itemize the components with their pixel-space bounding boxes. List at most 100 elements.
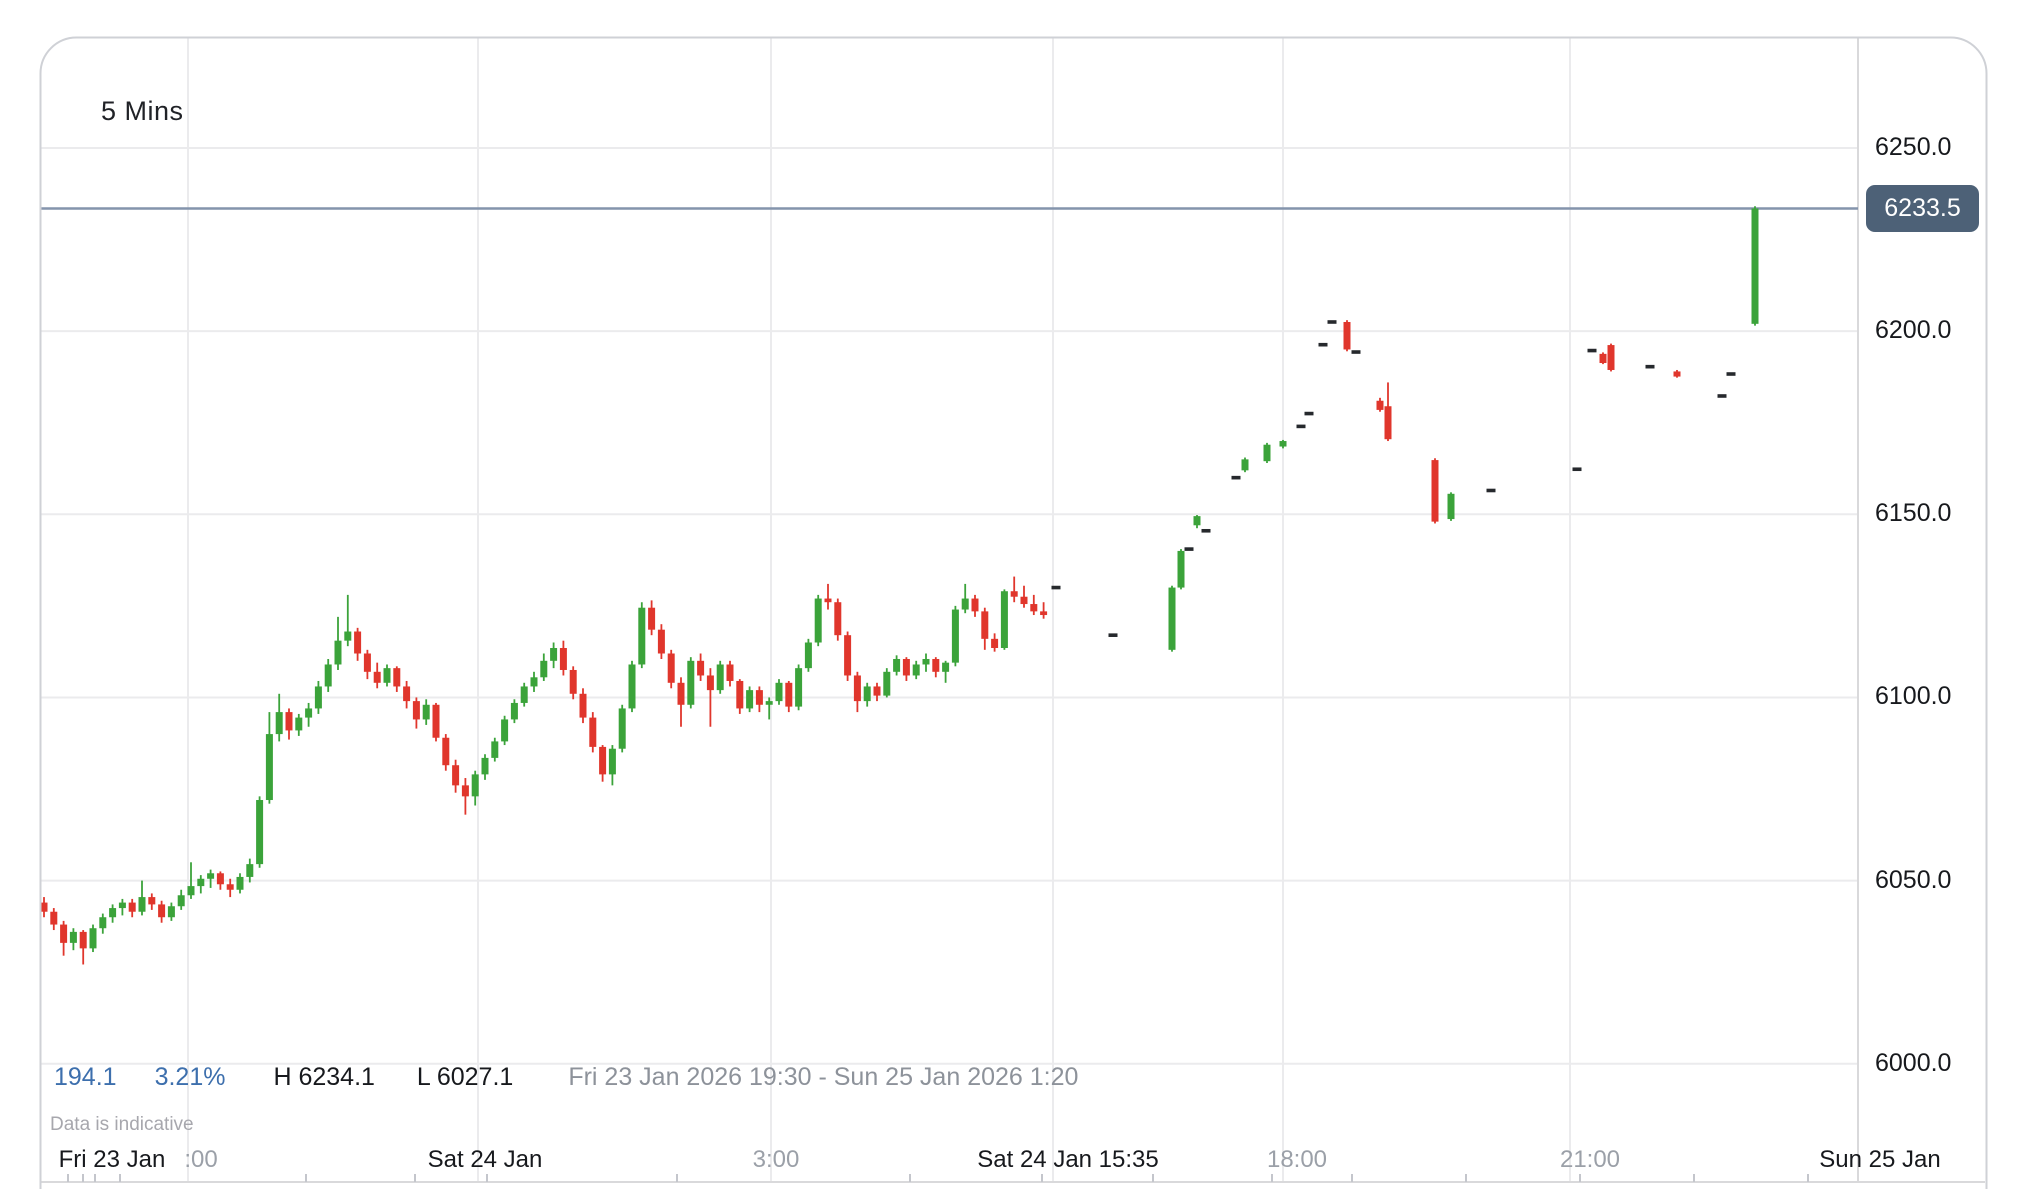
price-axis-label: 6200.0 <box>1875 316 1952 345</box>
candle-body <box>667 653 675 683</box>
candle-body <box>706 675 714 691</box>
candle-body <box>814 598 822 643</box>
candle-body <box>510 702 518 720</box>
time-axis-label: Sun 25 Jan <box>1819 1146 1941 1173</box>
indicative-data-note: Data is indicative <box>50 1114 194 1135</box>
candle-body <box>755 690 763 705</box>
candle-body <box>677 682 685 705</box>
candle-body <box>559 647 567 670</box>
candle-body <box>628 664 636 709</box>
price-axis-label: 6250.0 <box>1875 133 1952 161</box>
indicative-dash <box>1184 547 1194 551</box>
candle-body <box>804 642 812 669</box>
candle-body <box>481 757 489 775</box>
candle-body <box>589 717 597 747</box>
candle-body <box>167 906 175 918</box>
candle-body <box>550 647 558 661</box>
indicative-dash <box>1726 372 1736 376</box>
candle-body <box>432 704 440 738</box>
candle-body <box>452 765 460 786</box>
candle-body <box>491 741 499 758</box>
candle-body <box>1751 208 1759 324</box>
candle-body <box>403 686 411 702</box>
session-high: H 6234.1 <box>273 1062 375 1091</box>
candle-body <box>942 662 950 672</box>
candle-body <box>69 931 77 943</box>
candle-body <box>158 904 166 918</box>
price-axis-label: 6150.0 <box>1875 499 1952 528</box>
candle-body <box>853 675 861 702</box>
time-axis-label: 3:00 <box>752 1146 800 1173</box>
candle-body <box>216 873 224 885</box>
candle-body <box>1384 406 1392 440</box>
candle-body <box>991 638 999 648</box>
time-axis-label: Sat 24 Jan 15:35 <box>977 1146 1159 1173</box>
candle-body <box>99 917 107 929</box>
candle-body <box>1431 460 1439 522</box>
timeframe-selector[interactable]: 5 Mins <box>101 96 184 126</box>
candle-body <box>383 668 391 683</box>
candle-body <box>834 602 842 636</box>
candle-body <box>1447 493 1455 520</box>
indicative-dash <box>1327 320 1337 324</box>
indicative-dash <box>1051 585 1061 590</box>
change-value: 194.1 <box>54 1062 117 1091</box>
time-axis-label: 21:00 <box>1559 1146 1621 1173</box>
candle-body <box>1376 400 1384 410</box>
candle-body <box>971 598 979 612</box>
candle-body <box>148 897 156 905</box>
candle-body <box>1279 441 1287 447</box>
time-axis-label: :00 <box>184 1146 218 1173</box>
candle-body <box>79 931 87 949</box>
indicative-dash <box>1296 424 1306 429</box>
candle-body <box>844 635 852 676</box>
candle-body <box>687 660 695 705</box>
candle-body <box>1263 444 1271 462</box>
current-price-badge: 6233.5 <box>1866 185 1979 232</box>
candle-body <box>726 664 734 681</box>
candle-body <box>540 660 548 678</box>
candle-body <box>824 598 832 603</box>
candle-body <box>461 785 469 797</box>
candle-body <box>579 693 587 718</box>
candle-body <box>275 712 283 735</box>
candle-body <box>657 629 665 654</box>
candle-body <box>1673 371 1681 377</box>
candle-body <box>716 664 724 691</box>
candle-body <box>226 884 234 890</box>
candle-body <box>1010 591 1018 597</box>
candle-body <box>246 864 254 877</box>
candle-body <box>1241 459 1249 471</box>
indicative-dash <box>1201 528 1211 533</box>
candle-body <box>256 800 264 865</box>
candle-body <box>697 660 705 676</box>
visible-range: Fri 23 Jan 2026 19:30 - Sun 25 Jan 2026 … <box>568 1062 1079 1091</box>
candle-body <box>363 653 371 672</box>
indicative-dash <box>1587 348 1597 353</box>
candle-body <box>1599 353 1607 364</box>
candle-body <box>412 701 420 720</box>
candle-body <box>873 686 881 696</box>
price-axis-label: 6050.0 <box>1875 865 1952 894</box>
candle-body <box>785 682 793 707</box>
candle-body <box>1030 604 1038 612</box>
indicative-dash <box>1645 364 1655 369</box>
candle-body <box>1343 321 1351 350</box>
candle-body <box>197 878 205 887</box>
candle-body <box>775 682 783 702</box>
candle-body <box>1040 611 1048 616</box>
candle-body <box>344 631 352 641</box>
candle-body <box>324 664 332 687</box>
candle-body <box>40 902 48 912</box>
time-axis-label: 18:00 <box>1266 1146 1328 1173</box>
candle-body <box>236 876 244 890</box>
candle-body <box>422 704 430 720</box>
indicative-dash <box>1318 342 1328 347</box>
candle-body <box>746 690 754 709</box>
candle-body <box>599 746 607 775</box>
candle-body <box>902 658 910 676</box>
widget-border <box>39 36 1988 1189</box>
candle-body <box>89 928 97 949</box>
